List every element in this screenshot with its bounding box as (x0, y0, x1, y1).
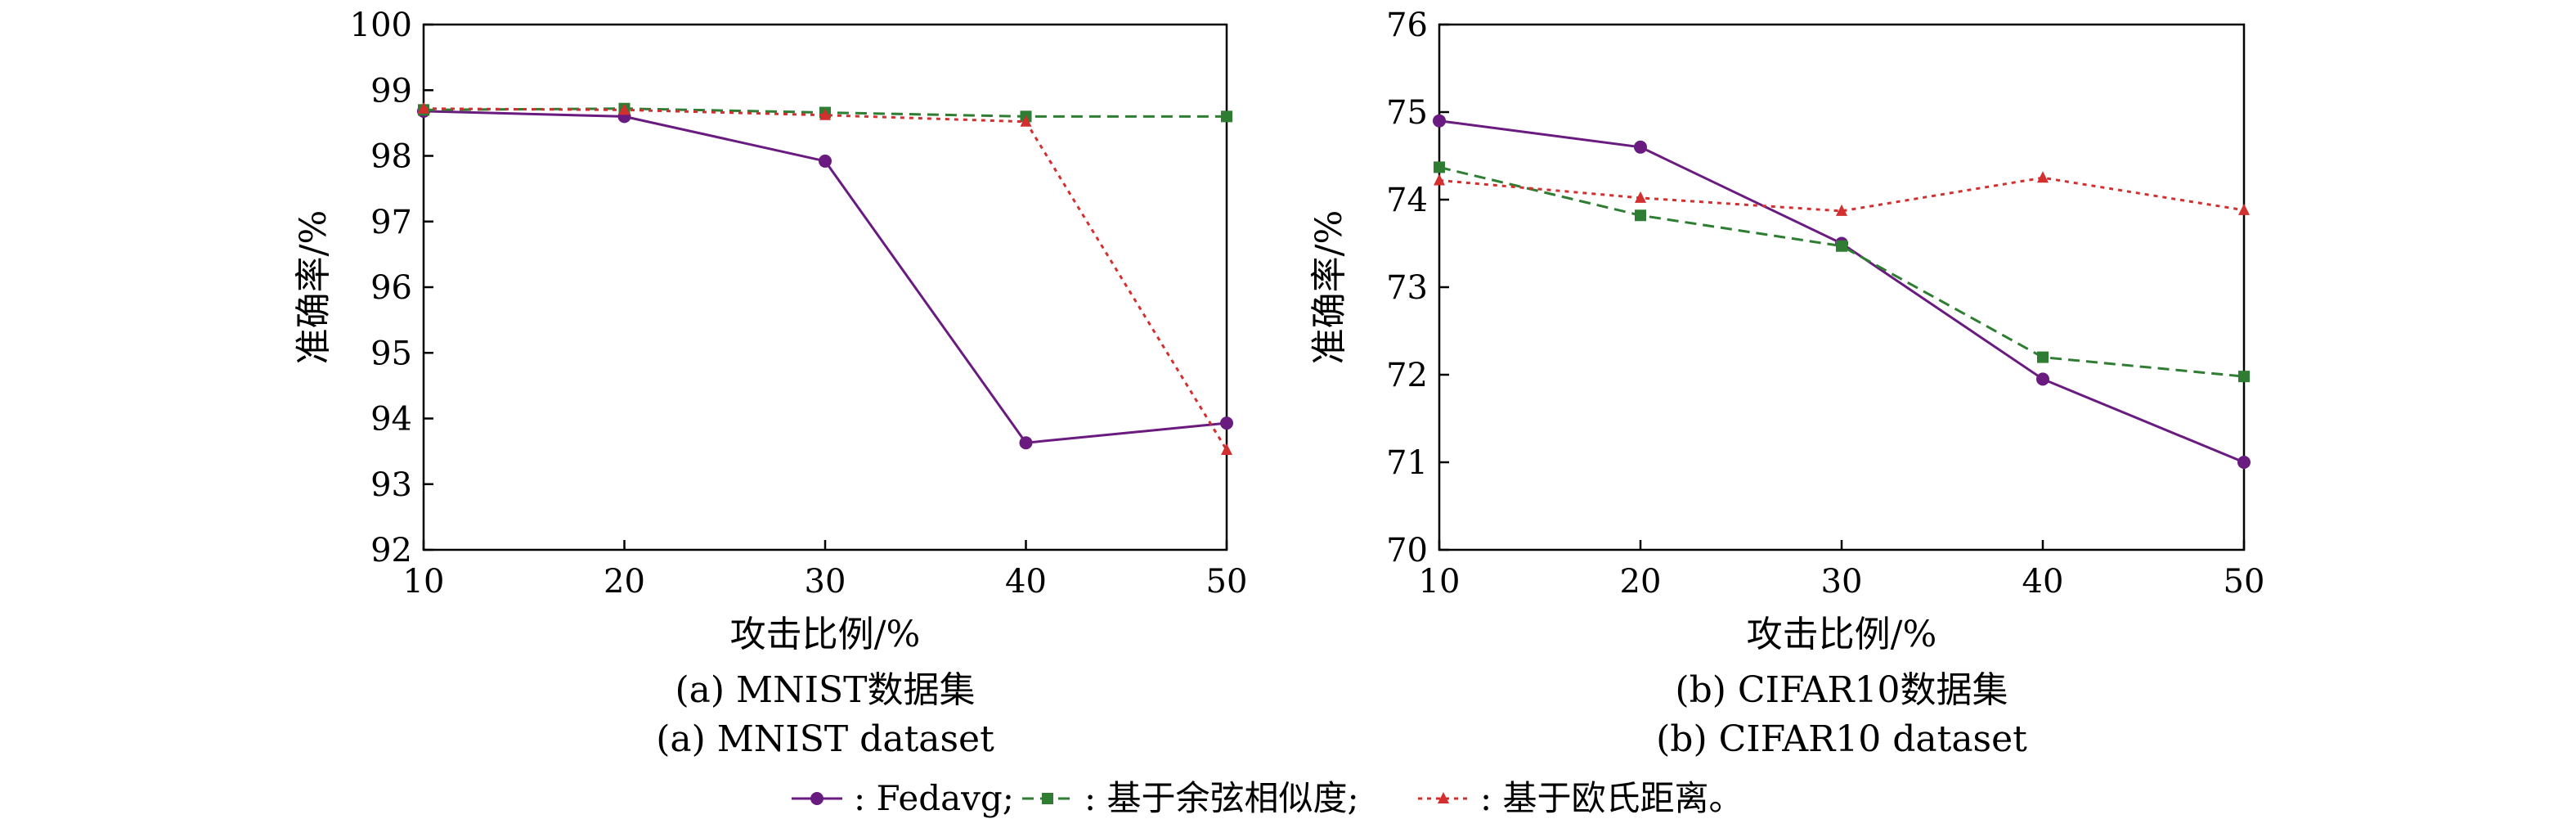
y-tick-label: 94 (370, 401, 412, 439)
x-tick-label: 50 (2224, 563, 2265, 601)
series-euclidean (418, 101, 1232, 456)
x-tick-label: 10 (403, 563, 445, 601)
legend-marker (1042, 793, 1053, 804)
legend-marker (1438, 792, 1449, 803)
panel-cifar10: 70 71 72 73 74 75 76 10 20 30 40 50 攻击比例/% 准确率/% (b) C… (1308, 7, 2264, 760)
data-point (2037, 351, 2049, 363)
data-point (1433, 114, 1446, 128)
legend-marker (810, 792, 824, 805)
series-line (1438, 176, 2245, 213)
y-tick-label: 93 (370, 466, 412, 504)
plot-frame (422, 23, 1228, 551)
y-tick-label: 71 (1386, 444, 1428, 482)
y-tick-label: 73 (1386, 269, 1428, 307)
x-tick-label: 20 (604, 563, 645, 601)
data-point (1221, 443, 1232, 456)
data-point (1019, 436, 1033, 450)
data-point (2037, 171, 2049, 183)
y-tick-label: 92 (370, 532, 412, 569)
y-axis-title: 准确率/% (293, 210, 334, 365)
x-tick-label: 40 (2022, 563, 2064, 601)
data-point (1434, 161, 1445, 173)
data-point (2036, 372, 2049, 386)
y-tick-label: 74 (1386, 182, 1428, 219)
y-tick-label: 70 (1386, 532, 1428, 569)
caption-en: (b) CIFAR10 dataset (1656, 718, 2027, 760)
series-line (1438, 119, 2245, 464)
series-fedavg (417, 104, 1233, 450)
x-tick-label: 30 (805, 563, 846, 601)
x-axis-title: 攻击比例/% (1747, 614, 1937, 655)
series-euclidean (1434, 171, 2250, 216)
data-point (618, 103, 631, 115)
legend-label: : 基于欧氏距离。 (1480, 778, 1744, 818)
y-tick-label: 100 (350, 7, 412, 44)
legend-label: : 基于余弦相似度; (1084, 778, 1359, 818)
data-point (2238, 203, 2250, 215)
data-point (1020, 115, 1032, 127)
legend: : Fedavg; : 基于余弦相似度; : 基于欧氏距离。 (792, 778, 1744, 818)
y-tick-label: 96 (370, 269, 412, 307)
series-line (423, 107, 1228, 451)
data-point (1221, 110, 1232, 123)
data-point (2238, 371, 2250, 383)
data-point (2237, 456, 2251, 469)
panel-mnist: 92 93 94 95 96 97 98 99 100 10 20 30 40 50 攻击比例/% 准确率/%… (293, 7, 1247, 760)
plot-frame (1438, 23, 2246, 551)
series-cosine (1434, 161, 2250, 383)
data-point (1634, 140, 1647, 154)
data-point (1635, 209, 1646, 222)
x-tick-label: 10 (1419, 563, 1461, 601)
y-tick-label: 99 (370, 72, 412, 110)
data-point (1836, 204, 1847, 216)
x-tick-label: 40 (1005, 563, 1047, 601)
y-tick-label: 72 (1386, 357, 1428, 394)
y-tick-label: 98 (370, 138, 412, 176)
caption-cn: (a) MNIST数据集 (675, 669, 976, 711)
data-point (1635, 191, 1646, 203)
data-point (1434, 173, 1445, 186)
data-point (418, 101, 429, 114)
y-axis-title: 准确率/% (1308, 210, 1350, 365)
data-point (1836, 240, 1847, 252)
y-tick-label: 75 (1386, 94, 1428, 132)
x-axis-title: 攻击比例/% (730, 614, 921, 655)
y-tick-label: 76 (1386, 7, 1428, 44)
y-tick-label: 97 (370, 204, 412, 241)
x-tick-label: 30 (1821, 563, 1863, 601)
data-point (819, 108, 831, 120)
series-line (1438, 165, 2245, 378)
x-tick-label: 20 (1620, 563, 1662, 601)
series-fedavg (1433, 114, 2251, 469)
data-point (1220, 416, 1233, 430)
legend-label: : Fedavg; (854, 778, 1014, 818)
caption-en: (a) MNIST dataset (656, 718, 994, 760)
data-point (819, 154, 832, 168)
caption-cn: (b) CIFAR10数据集 (1675, 669, 2008, 711)
y-tick-label: 95 (370, 335, 412, 372)
x-tick-label: 50 (1206, 563, 1248, 601)
